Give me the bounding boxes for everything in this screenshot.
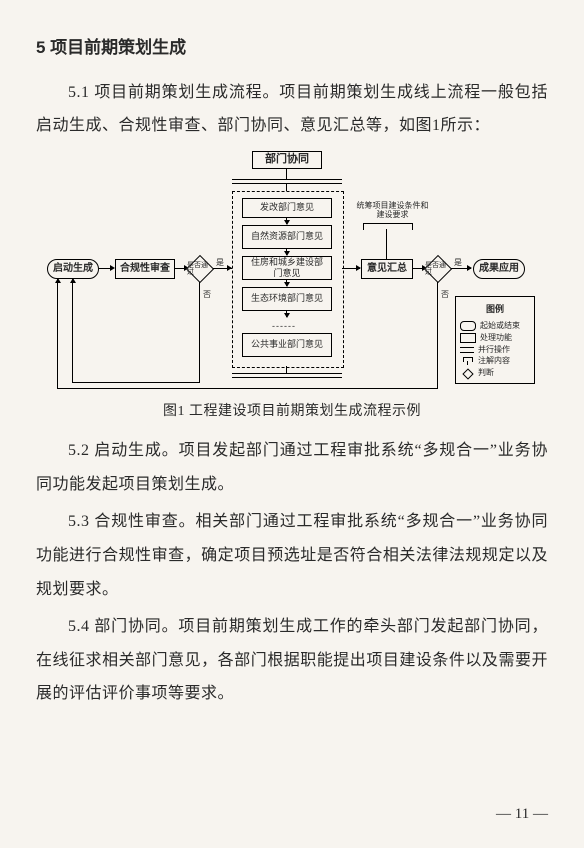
figure-1: 部门协同 发改部门意见 自然资源部门意见 住房和城乡建设部门意见 生态环境部门意… xyxy=(47,151,537,426)
dept-node-1: 发改部门意见 xyxy=(242,198,332,218)
paragraph-5-3: 5.3 合规性审查。相关部门通过工程审批系统“多规合一”业务协同功能进行合规性审… xyxy=(36,505,548,606)
legend-row-process: 处理功能 xyxy=(460,333,530,343)
note-text: 统筹项目建设条件和建设要求 xyxy=(355,201,430,219)
dept-node-2: 自然资源部门意见 xyxy=(242,225,332,249)
figure-caption: 图1 工程建设项目前期策划生成流程示例 xyxy=(47,397,537,426)
no-label-1: 否 xyxy=(203,291,211,299)
compliance-node: 合规性审查 xyxy=(115,259,175,279)
yes-label-2: 是 xyxy=(454,259,462,267)
section-heading: 5 项目前期策划生成 xyxy=(36,30,548,66)
no-label-2: 否 xyxy=(441,291,449,299)
paragraph-5-4: 5.4 部门协同。项目前期策划生成工作的牵头部门发起部门协同，在线征求相关部门意… xyxy=(36,610,548,711)
note-bracket xyxy=(363,223,413,230)
dept-node-4: 生态环境部门意见 xyxy=(242,287,332,311)
legend-title: 图例 xyxy=(460,300,530,319)
start-node: 启动生成 xyxy=(47,259,99,279)
paragraph-5-1: 5.1 项目前期策划生成流程。项目前期策划生成线上流程一般包括启动生成、合规性审… xyxy=(36,76,548,143)
dept-node-5: 公共事业部门意见 xyxy=(242,333,332,357)
legend: 图例 起始或结束 处理功能 并行操作 注解内容 判断 xyxy=(455,296,535,384)
legend-row-decision: 判断 xyxy=(460,368,530,378)
paragraph-5-2: 5.2 启动生成。项目发起部门通过工程审批系统“多规合一”业务协同功能发起项目策… xyxy=(36,434,548,501)
legend-symbol-round xyxy=(460,321,476,331)
legend-symbol-parallel xyxy=(460,347,474,353)
dept-node-3: 住房和城乡建设部门意见 xyxy=(242,256,332,280)
decision-2: 是否通过 xyxy=(425,256,451,282)
legend-symbol-rect xyxy=(460,333,476,343)
page-number: — 11 — xyxy=(496,799,548,831)
legend-row-note: 注解内容 xyxy=(460,356,530,366)
legend-row-parallel: 并行操作 xyxy=(460,345,530,355)
flowchart: 部门协同 发改部门意见 自然资源部门意见 住房和城乡建设部门意见 生态环境部门意… xyxy=(47,151,537,391)
legend-row-start: 起始或结束 xyxy=(460,321,530,331)
result-node: 成果应用 xyxy=(473,259,525,279)
decision-1: 是否通过 xyxy=(187,256,213,282)
summary-node: 意见汇总 xyxy=(361,259,413,279)
legend-symbol-diamond xyxy=(460,368,474,378)
yes-label-1: 是 xyxy=(216,259,224,267)
parallel-bar-bottom xyxy=(232,373,342,378)
header-node: 部门协同 xyxy=(252,151,322,169)
legend-symbol-note xyxy=(460,357,474,365)
